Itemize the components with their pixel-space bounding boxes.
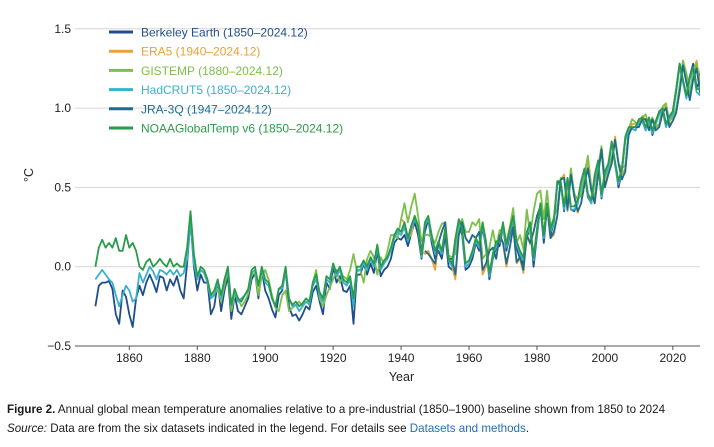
source-end: . bbox=[525, 422, 530, 435]
figure-label: Figure 2. bbox=[7, 403, 56, 416]
y-tick-label: 1.0 bbox=[54, 101, 71, 115]
chart-area: −0.5 0.0 0.5 1.0 1.5 1860 1880 1900 1920 1940 1960… bbox=[22, 22, 700, 384]
legend-label-4: JRA-3Q (1947–2024.12) bbox=[141, 102, 272, 116]
series-line-4 bbox=[424, 64, 700, 276]
y-axis-title: °C bbox=[22, 168, 36, 182]
y-tick-label: −0.5 bbox=[47, 339, 71, 353]
figure-description: Annual global mean temperature anomalies… bbox=[55, 403, 666, 416]
legend-label-5: NOAAGlobalTemp v6 (1850–2024.12) bbox=[141, 122, 343, 136]
source-label: Source: bbox=[7, 422, 47, 435]
series-line-5 bbox=[94, 62, 700, 308]
caption-line-2: Source: Data are from the six datasets i… bbox=[7, 419, 712, 438]
x-axis-title: Year bbox=[389, 370, 414, 384]
x-tick-label: 2020 bbox=[659, 351, 686, 365]
caption-line-1: Figure 2. Annual global mean temperature… bbox=[7, 400, 712, 419]
source-text: Data are from the six datasets indicated… bbox=[46, 422, 410, 435]
y-tick-label: 0.0 bbox=[54, 260, 71, 274]
x-tick-label: 2000 bbox=[592, 351, 619, 365]
datasets-methods-link[interactable]: Datasets and methods bbox=[409, 422, 526, 435]
legend-label-2: GISTEMP (1880–2024.12) bbox=[141, 64, 283, 78]
y-tick-label: 1.5 bbox=[54, 22, 71, 36]
legend-label-1: ERA5 (1940–2024.12) bbox=[141, 45, 260, 59]
figure-caption: Figure 2. Annual global mean temperature… bbox=[7, 400, 712, 438]
legend-label-3: HadCRUT5 (1850–2024.12) bbox=[141, 83, 291, 97]
x-tick-label: 1980 bbox=[524, 351, 551, 365]
x-tick-label: 1860 bbox=[116, 351, 143, 365]
legend-label-0: Berkeley Earth (1850–2024.12) bbox=[141, 26, 308, 40]
x-tick-label: 1920 bbox=[320, 351, 347, 365]
x-tick-label: 1940 bbox=[388, 351, 415, 365]
x-tick-label: 1900 bbox=[252, 351, 279, 365]
x-tick-label: 1880 bbox=[184, 351, 211, 365]
x-tick-label: 1960 bbox=[456, 351, 483, 365]
temperature-line-chart: −0.5 0.0 0.5 1.0 1.5 1860 1880 1900 1920 1940 1960… bbox=[22, 22, 700, 384]
y-tick-label: 0.5 bbox=[54, 180, 71, 194]
